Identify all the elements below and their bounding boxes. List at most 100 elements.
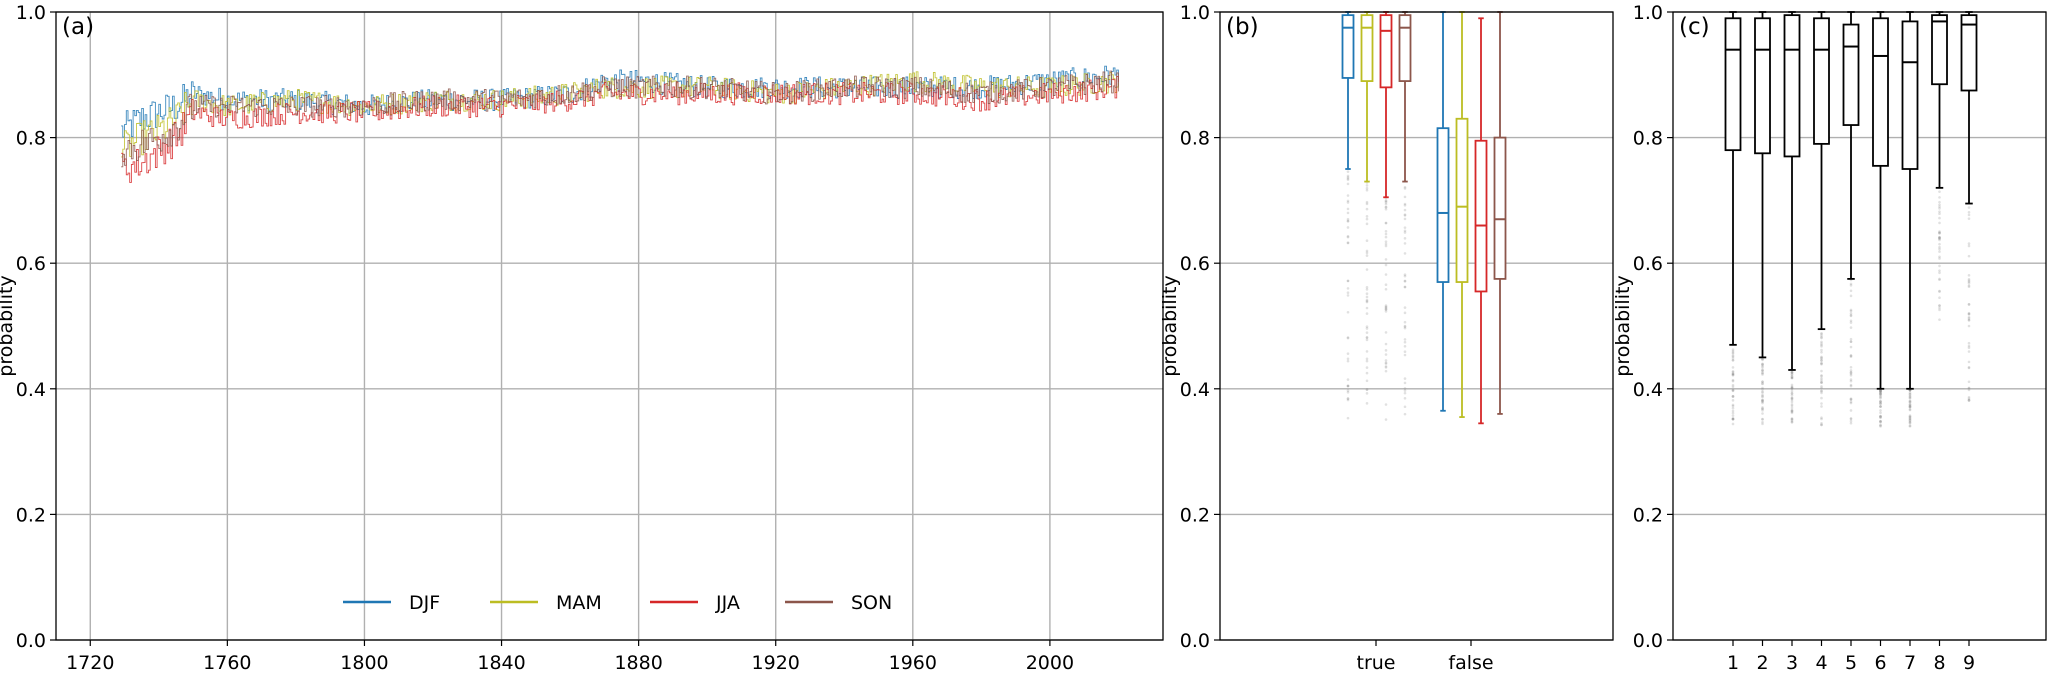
outlier-point [1938,271,1941,275]
outlier-point [1384,307,1388,311]
outlier-point [1761,394,1764,398]
outlier-point [1403,195,1407,199]
panel-a-timeseries: 0.0 0.2 0.4 0.6 0.8 1.0 probability 1720 1760 180… [0,2,1164,674]
outlier-point [1731,394,1735,398]
outlier-point [1403,381,1407,385]
box-iqr [1493,136,1507,280]
outlier-point [1365,300,1369,304]
outlier-point [1820,350,1823,354]
outlier-point [1938,278,1941,282]
outlier-point [1365,184,1369,187]
legend: DJF MAM JJA SON [343,592,892,614]
outlier-point [1365,254,1369,257]
outlier-point [1403,231,1407,234]
box-iqr [1398,14,1412,82]
outlier-point [1346,219,1350,223]
outlier-point [1790,421,1794,424]
outlier-point [1384,305,1388,309]
outlier-point [1346,177,1350,180]
outlier-point [1731,414,1735,417]
outlier-point [1761,418,1764,421]
outlier-point [1938,237,1941,240]
box-mam-true [1360,11,1374,405]
y-tick-label: 0.4 [1180,379,1210,401]
box-iqr [1872,17,1889,167]
outlier-point [1820,381,1823,385]
box-son-true [1398,11,1412,416]
outlier-point [1967,280,1971,284]
outlier-point [1820,405,1823,408]
outlier-point [1967,366,1971,369]
outlier-point [1761,373,1764,376]
outlier-point [1849,419,1853,423]
outlier-point [1365,292,1369,295]
outlier-point [1731,358,1735,362]
outlier-point [1849,421,1853,425]
outlier-point [1790,376,1794,380]
outlier-point [1967,277,1971,281]
outlier-point [1938,306,1941,310]
outlier-point [1384,362,1388,365]
box-category-3 [1783,11,1801,424]
outlier-point [1967,242,1971,245]
outlier-point [1365,312,1369,315]
y-tick-label: 0.6 [16,253,46,275]
outlier-point [1967,281,1971,285]
x-tick-label: 1960 [889,652,937,674]
outlier-point [1820,336,1823,340]
outlier-point [1908,399,1912,403]
outlier-point [1365,249,1369,253]
outlier-point [1908,400,1912,403]
outlier-point [1967,217,1971,220]
outlier-point [1731,370,1735,374]
outlier-point [1384,369,1388,373]
outlier-point [1967,303,1971,306]
outlier-point [1384,359,1388,362]
outlier-point [1365,371,1369,375]
outlier-point [1384,310,1388,313]
outlier-point [1731,372,1735,376]
panel-label: (b) [1226,14,1259,40]
outlier-point [1365,285,1369,289]
series-line-mam [121,71,1119,158]
outlier-point [1908,408,1912,411]
box-jja-true [1379,11,1393,421]
outlier-point [1790,387,1794,390]
outlier-point [1790,408,1794,412]
box-iqr [1931,14,1948,86]
outlier-point [1908,403,1912,406]
series-line-son [121,70,1119,168]
outlier-point [1938,238,1941,242]
outlier-point [1790,386,1794,390]
outlier-point [1879,414,1882,418]
outlier-point [1849,354,1853,357]
outlier-point [1346,352,1350,355]
outlier-point [1967,316,1971,319]
outlier-point [1365,336,1369,340]
outlier-point [1849,417,1853,420]
outlier-point [1790,391,1794,395]
outlier-point [1384,365,1388,368]
outlier-point [1761,364,1764,368]
outlier-point [1403,202,1407,206]
outlier-point [1820,334,1823,338]
outlier-point [1384,307,1388,310]
y-tick-label: 0.4 [16,379,46,401]
outlier-point [1879,393,1882,397]
outlier-point [1365,239,1369,243]
outlier-point [1879,392,1882,395]
outlier-point [1403,350,1407,353]
box-category-4 [1813,11,1830,427]
outlier-point [1403,214,1407,217]
outlier-point [1403,279,1407,283]
outlier-point [1790,411,1794,415]
outlier-point [1849,282,1853,286]
x-tick-label: 2000 [1026,652,1074,674]
outlier-point [1346,397,1350,401]
outlier-point [1879,405,1882,409]
outlier-point [1365,295,1369,299]
outlier-point [1820,345,1823,348]
outlier-point [1849,319,1853,323]
outlier-point [1731,372,1735,376]
outlier-point [1908,421,1912,424]
